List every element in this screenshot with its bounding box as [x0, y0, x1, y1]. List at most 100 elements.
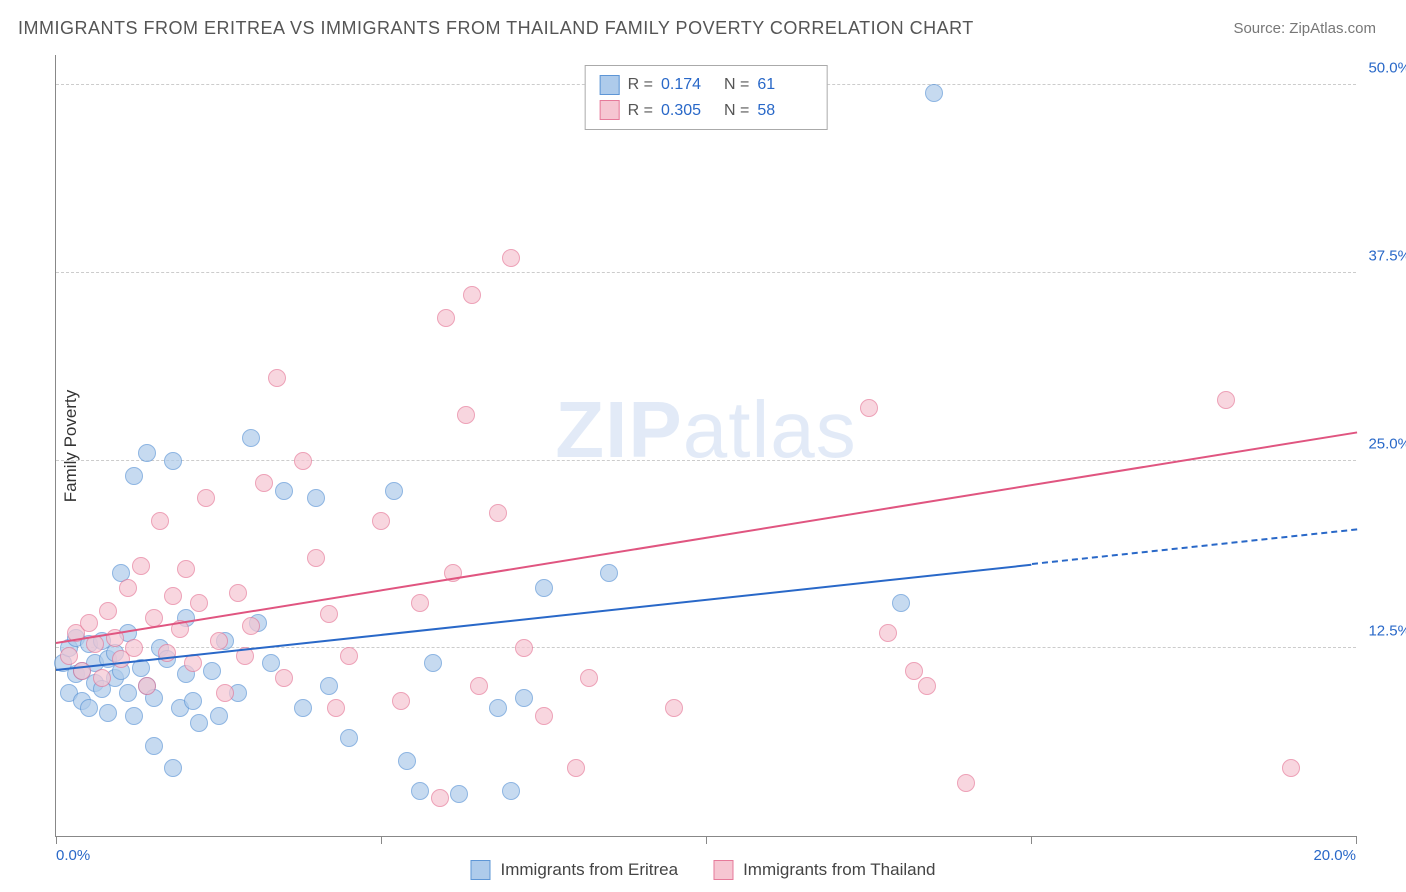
x-tick [381, 836, 382, 844]
correlation-legend: R = 0.174 N = 61R = 0.305 N = 58 [585, 65, 828, 130]
data-point [294, 452, 312, 470]
data-point [132, 557, 150, 575]
data-point [210, 707, 228, 725]
data-point [385, 482, 403, 500]
legend-r-label: R = [628, 72, 653, 98]
data-point [164, 587, 182, 605]
legend-row: R = 0.174 N = 61 [600, 72, 813, 98]
data-point [437, 309, 455, 327]
data-point [125, 467, 143, 485]
legend-series-name: Immigrants from Eritrea [500, 860, 678, 880]
data-point [60, 647, 78, 665]
x-tick [1031, 836, 1032, 844]
x-tick-label: 0.0% [56, 847, 90, 864]
data-point [275, 482, 293, 500]
data-point [80, 699, 98, 717]
data-point [905, 662, 923, 680]
data-point [177, 560, 195, 578]
data-point [411, 594, 429, 612]
data-point [860, 399, 878, 417]
data-point [268, 369, 286, 387]
data-point [164, 759, 182, 777]
data-point [340, 647, 358, 665]
data-point [489, 699, 507, 717]
data-point [918, 677, 936, 695]
data-point [164, 452, 182, 470]
data-point [1217, 391, 1235, 409]
data-point [398, 752, 416, 770]
legend-r-value: 0.174 [661, 72, 716, 98]
data-point [190, 594, 208, 612]
data-point [431, 789, 449, 807]
data-point [99, 704, 117, 722]
data-point [184, 692, 202, 710]
legend-r-value: 0.305 [661, 98, 716, 124]
legend-swatch [713, 860, 733, 880]
data-point [138, 677, 156, 695]
data-point [151, 512, 169, 530]
data-point [145, 737, 163, 755]
data-point [255, 474, 273, 492]
x-tick-label: 20.0% [1313, 847, 1356, 864]
data-point [879, 624, 897, 642]
data-point [424, 654, 442, 672]
y-tick-label: 25.0% [1361, 435, 1406, 452]
data-point [99, 602, 117, 620]
data-point [275, 669, 293, 687]
data-point [294, 699, 312, 717]
data-point [1282, 759, 1300, 777]
legend-n-value: 58 [757, 98, 812, 124]
data-point [515, 639, 533, 657]
data-point [327, 699, 345, 717]
legend-swatch [600, 100, 620, 120]
data-point [93, 669, 111, 687]
data-point [392, 692, 410, 710]
x-tick [56, 836, 57, 844]
data-point [216, 684, 234, 702]
y-tick-label: 37.5% [1361, 247, 1406, 264]
data-point [307, 489, 325, 507]
series-legend: Immigrants from Eritrea Immigrants from T… [470, 860, 935, 880]
legend-n-label: N = [724, 98, 749, 124]
legend-series-name: Immigrants from Thailand [743, 860, 935, 880]
data-point [203, 662, 221, 680]
legend-swatch [470, 860, 490, 880]
watermark: ZIPatlas [555, 384, 856, 476]
grid-line [56, 272, 1356, 273]
data-point [957, 774, 975, 792]
data-point [125, 639, 143, 657]
data-point [242, 429, 260, 447]
x-tick [706, 836, 707, 844]
data-point [665, 699, 683, 717]
data-point [535, 707, 553, 725]
data-point [184, 654, 202, 672]
data-point [457, 406, 475, 424]
data-point [320, 605, 338, 623]
y-tick-label: 50.0% [1361, 60, 1406, 77]
data-point [580, 669, 598, 687]
y-tick-label: 12.5% [1361, 623, 1406, 640]
grid-line [56, 460, 1356, 461]
data-point [190, 714, 208, 732]
data-point [320, 677, 338, 695]
data-point [197, 489, 215, 507]
data-point [242, 617, 260, 635]
legend-n-label: N = [724, 72, 749, 98]
source-label: Source: ZipAtlas.com [1233, 20, 1376, 37]
chart-title: IMMIGRANTS FROM ERITREA VS IMMIGRANTS FR… [18, 18, 974, 39]
data-point [119, 684, 137, 702]
chart-plot-area: ZIPatlas R =0.174N =61R =0.305N =58 12.5… [55, 55, 1356, 837]
data-point [229, 584, 247, 602]
data-point [340, 729, 358, 747]
data-point [502, 782, 520, 800]
legend-n-value: 61 [757, 72, 812, 98]
regression-line [1032, 529, 1357, 566]
data-point [138, 444, 156, 462]
data-point [489, 504, 507, 522]
x-tick [1356, 836, 1357, 844]
data-point [372, 512, 390, 530]
data-point [262, 654, 280, 672]
data-point [470, 677, 488, 695]
legend-swatch [600, 75, 620, 95]
data-point [210, 632, 228, 650]
